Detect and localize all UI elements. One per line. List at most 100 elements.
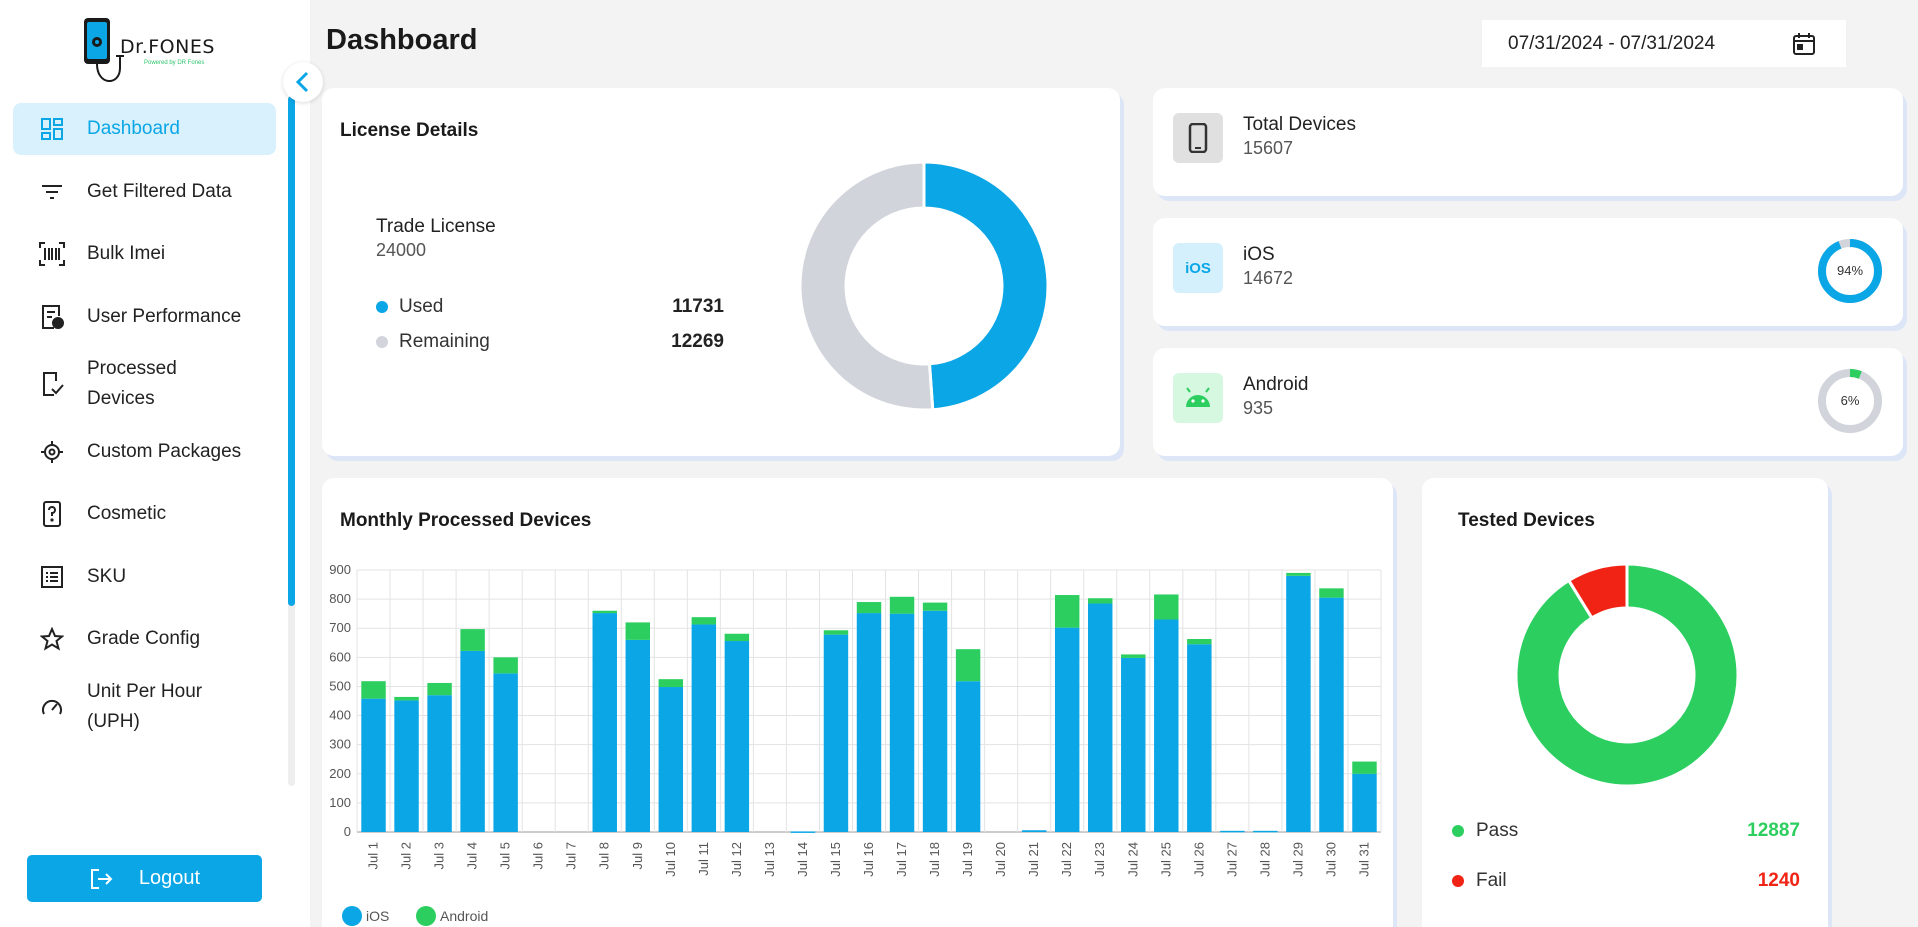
sidebar-item-processed-devices[interactable]: Processed Devices [13,353,276,415]
used-dot [376,301,388,313]
bar-android-jul-4[interactable] [460,629,485,651]
bar-android-jul-10[interactable] [658,679,684,688]
bar-android-jul-22[interactable] [1054,595,1080,628]
monthly-processed-devices-card: Monthly Processed Devices 0 100 200 300 400 5… [322,478,1393,927]
bar-android-jul-9[interactable] [625,622,650,640]
pass-label: Pass [1476,820,1519,841]
bar-ios-jul-23[interactable] [1088,603,1113,832]
bar-android-jul-26[interactable] [1187,638,1212,645]
sidebar: Dr.FONES Powered by DR Fones Dashboard G… [0,0,310,927]
sidebar-item-label: Bulk Imei [87,243,166,264]
tested-legend-pass: Pass 12887 [1452,820,1800,842]
sidebar-item-grade-config[interactable]: Grade Config [13,613,276,665]
bar-ios-jul-1[interactable] [361,698,386,832]
bar-ios-jul-31[interactable] [1352,773,1377,832]
bar-android-jul-30[interactable] [1319,588,1344,598]
pass-dot [1452,825,1464,837]
bar-android-jul-15[interactable] [823,630,849,635]
bar-ios-jul-21[interactable] [1021,830,1047,832]
sidebar-item-dashboard[interactable]: Dashboard [13,103,276,155]
bar-ios-jul-4[interactable] [460,650,485,832]
bar-android-jul-12[interactable] [724,633,750,642]
date-range-picker[interactable]: 07/31/2024 - 07/31/2024 [1482,20,1846,67]
sidebar-item-label: Custom Packages [87,440,242,462]
bar-android-jul-31[interactable] [1352,761,1377,774]
sidebar-item-uph[interactable]: Unit Per Hour (UPH) [13,676,276,738]
legend-ios-label[interactable]: iOS [366,908,389,924]
bar-android-jul-24[interactable] [1121,654,1146,658]
bar-ios-jul-12[interactable] [724,641,750,832]
bar-ios-jul-18[interactable] [922,610,948,832]
android-icon [1173,373,1223,423]
sidebar-scrollbar-thumb[interactable] [288,96,295,606]
used-label: Used [399,296,444,317]
bar-ios-jul-30[interactable] [1319,597,1344,832]
bar-ios-jul-16[interactable] [856,613,882,832]
bar-ios-jul-8[interactable] [592,613,617,832]
y-tick-label: 200 [329,766,351,781]
bar-ios-jul-3[interactable] [427,695,452,832]
fail-value: 1240 [1757,870,1800,891]
bar-android-jul-2[interactable] [394,696,419,701]
x-tick-label: Jul 17 [894,842,909,877]
bar-android-jul-1[interactable] [361,681,386,699]
bar-android-jul-16[interactable] [856,602,882,614]
legend-ios-swatch[interactable] [342,906,362,926]
chevron-left-icon [295,71,309,93]
bar-android-jul-25[interactable] [1154,594,1179,620]
stethoscope-phone-icon [84,18,124,82]
bar-ios-jul-25[interactable] [1154,619,1179,832]
legend-android-swatch[interactable] [416,906,436,926]
y-tick-label: 500 [329,678,351,693]
sidebar-item-bulk-imei[interactable]: Bulk Imei [13,228,276,280]
bar-ios-jul-24[interactable] [1121,657,1146,832]
bar-android-jul-18[interactable] [922,602,948,611]
sidebar-item-get-filtered-data[interactable]: Get Filtered Data [13,166,276,218]
x-tick-label: Jul 8 [597,842,612,869]
x-tick-label: Jul 9 [630,842,645,869]
monthly-card-title: Monthly Processed Devices [340,510,592,531]
bar-ios-jul-11[interactable] [691,624,717,832]
dr-fones-logo[interactable]: Dr.FONES Powered by DR Fones [80,16,220,88]
bar-ios-jul-29[interactable] [1286,575,1311,832]
license-legend-used: Used 11731 [376,296,724,318]
collapse-sidebar-button[interactable] [283,62,323,102]
x-tick-label: Jul 2 [399,842,414,869]
bar-ios-jul-27[interactable] [1220,830,1245,833]
bar-ios-jul-5[interactable] [493,673,518,832]
x-tick-label: Jul 27 [1224,842,1239,877]
sidebar-item-sku[interactable]: SKU [13,551,276,603]
sidebar-item-user-performance[interactable]: User Performance [13,291,276,343]
bar-android-jul-19[interactable] [955,649,981,682]
bar-ios-jul-14[interactable] [790,831,816,833]
bar-android-jul-5[interactable] [493,657,518,674]
bar-ios-jul-19[interactable] [955,681,981,832]
remaining-dot [376,336,388,348]
sidebar-item-custom-packages[interactable]: Custom Packages [13,426,276,478]
bar-android-jul-8[interactable] [592,610,617,614]
calendar-icon[interactable] [1792,32,1816,62]
bar-ios-jul-26[interactable] [1187,644,1212,832]
logout-button[interactable]: Logout [27,855,262,902]
bar-android-jul-29[interactable] [1286,572,1311,576]
bar-android-jul-3[interactable] [427,682,452,696]
bar-ios-jul-28[interactable] [1253,830,1278,833]
legend-android-label[interactable]: Android [440,908,488,924]
user-report-icon [39,304,65,330]
sidebar-item-cosmetic[interactable]: Cosmetic [13,488,276,540]
bar-ios-jul-15[interactable] [823,634,849,832]
pass-slice [1514,562,1740,788]
bar-android-jul-11[interactable] [691,617,717,625]
bar-android-jul-23[interactable] [1088,598,1113,604]
filter-icon [39,179,65,205]
bar-android-jul-17[interactable] [889,596,915,614]
bar-ios-jul-17[interactable] [889,613,915,832]
bar-ios-jul-2[interactable] [394,700,419,832]
bar-ios-jul-22[interactable] [1054,627,1080,832]
y-tick-label: 600 [329,649,351,664]
android-value: 935 [1243,398,1274,418]
bar-ios-jul-10[interactable] [658,687,684,832]
remaining-slice [798,160,935,412]
y-tick-label: 700 [329,620,351,635]
bar-ios-jul-9[interactable] [625,639,650,832]
